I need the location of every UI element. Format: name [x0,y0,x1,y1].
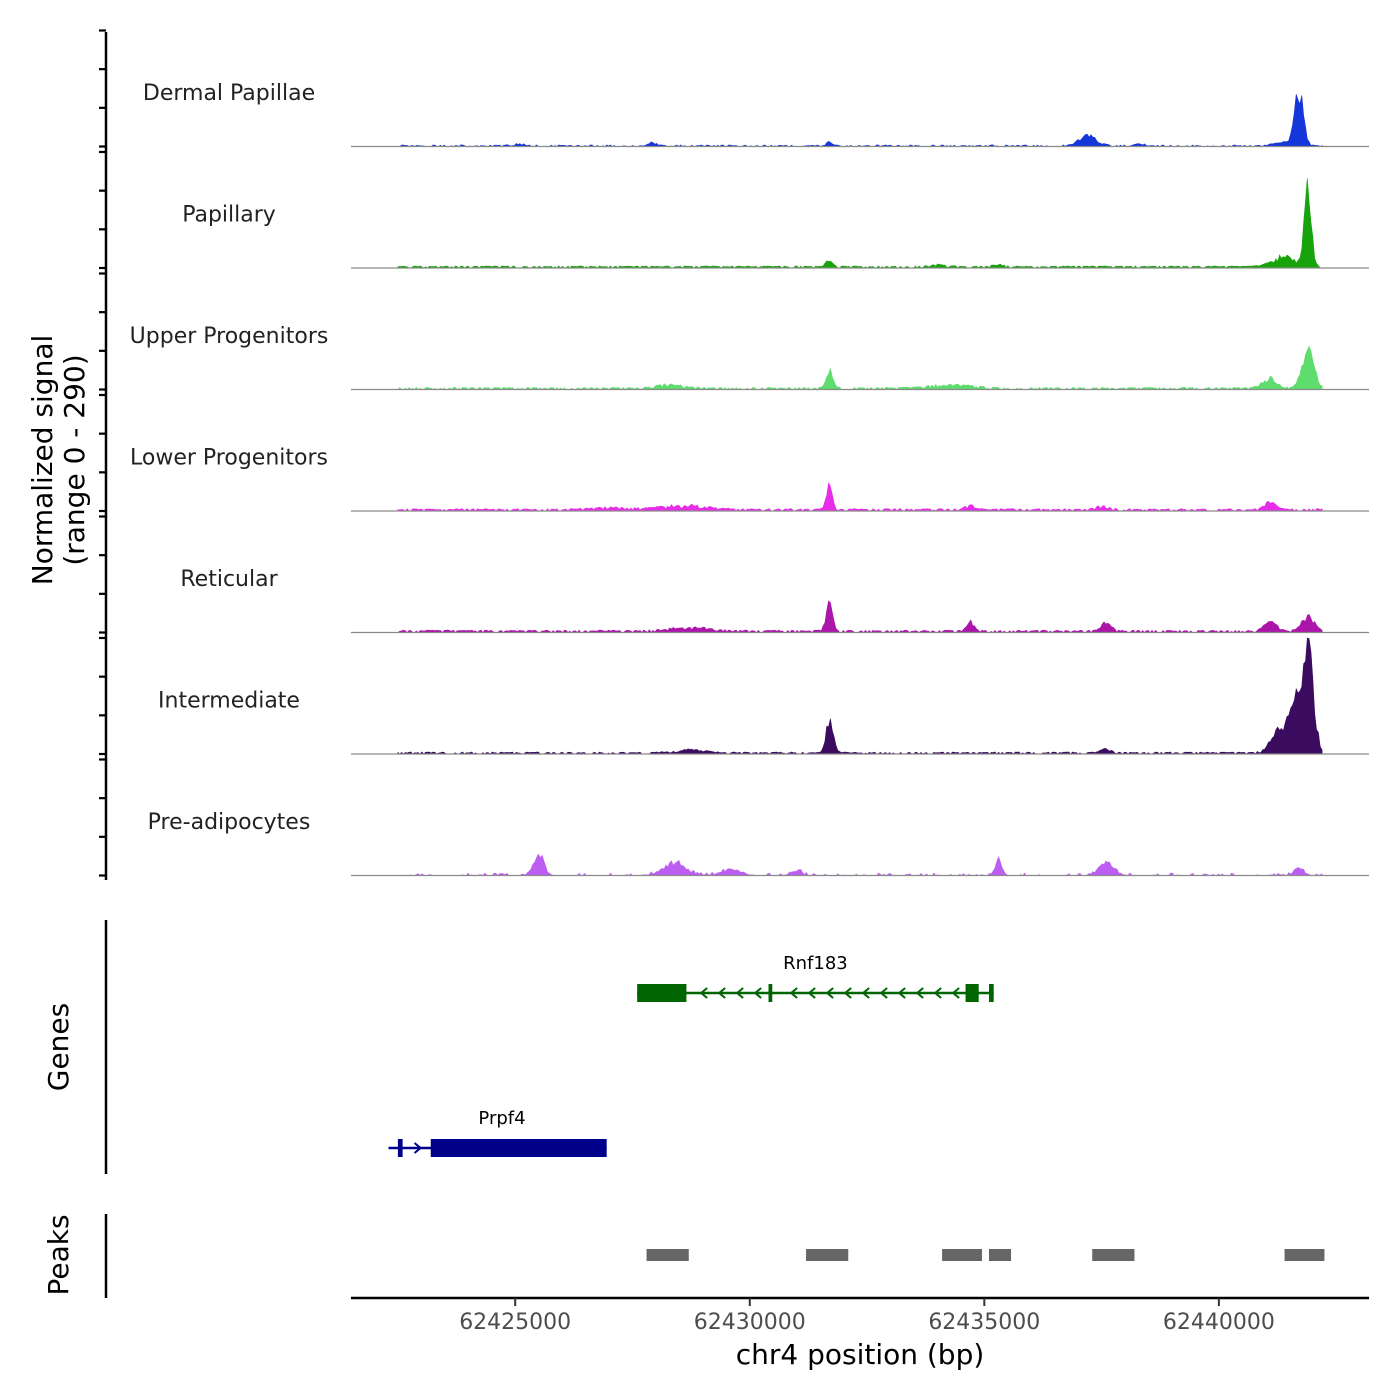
track-dermal-papillae: Dermal Papillae [143,81,1369,148]
signal-area [397,481,1323,512]
signal-area [397,853,1323,876]
peaks-panel-label: Peaks [42,1214,75,1295]
signal-area [397,178,1323,269]
x-tick-label: 62425000 [459,1310,571,1335]
strand-arrow [825,987,834,999]
gene-exon [989,984,994,1002]
strand-arrow [413,1142,423,1154]
y-axis-range: (range 0 - 290) [58,354,91,565]
signal-area [397,94,1323,147]
gene-exon [397,1139,403,1157]
x-axis-title: chr4 position (bp) [736,1338,985,1371]
gene-label: Rnf183 [783,953,848,974]
y-axis-title: Normalized signal [26,335,59,586]
track-label: Pre-adipocytes [148,810,311,835]
signal-area [396,600,1323,633]
x-tick-label: 62430000 [694,1310,806,1335]
strand-arrow [897,987,906,999]
gene-label: Prpf4 [478,1108,525,1129]
gene-exon [965,984,979,1002]
strand-arrow [789,987,798,999]
strand-arrow [807,987,816,999]
x-tick-label: 62440000 [1163,1310,1275,1335]
strand-arrow [753,987,762,999]
track-label: Upper Progenitors [130,324,329,349]
strand-arrow [699,987,708,999]
gene-exon [637,984,687,1002]
gene-exon [430,1139,607,1157]
track-label: Lower Progenitors [130,446,328,471]
gene-annotations: Rnf183 Prpf4 [388,953,994,1157]
signal-axis-ticks [99,29,106,877]
peak-regions [646,1249,1325,1261]
strand-arrow [735,987,744,999]
peak-region [1284,1249,1325,1261]
gene-rnf183: Rnf183 [637,953,994,1002]
peak-region [942,1249,982,1261]
track-intermediate: Intermediate [158,637,1369,755]
strand-arrow [933,987,942,999]
strand-arrow [951,987,960,999]
strand-arrow [861,987,870,999]
track-lower-progenitors: Lower Progenitors [130,446,1369,512]
strand-arrow [879,987,888,999]
genes-panel-label: Genes [42,1003,75,1091]
strand-arrow [717,987,726,999]
track-label: Intermediate [158,689,300,714]
gene-prpf4: Prpf4 [388,1108,607,1157]
peak-region [989,1249,1012,1261]
signal-area [397,345,1323,390]
track-label: Dermal Papillae [143,81,315,106]
signal-tracks: Dermal Papillae Papillary Upper Progenitor… [130,81,1369,877]
track-upper-progenitors: Upper Progenitors [130,324,1369,391]
x-tick-label: 62435000 [928,1310,1040,1335]
track-reticular: Reticular [180,567,1369,634]
track-pre-adipocytes: Pre-adipocytes [148,810,1369,877]
track-papillary: Papillary [182,178,1369,269]
gene-exon [768,984,773,1002]
track-label: Papillary [182,203,276,228]
strand-arrow [843,987,852,999]
peak-region [806,1249,849,1261]
strand-arrow [915,987,924,999]
peak-region [646,1249,689,1261]
track-label: Reticular [180,567,278,592]
signal-area [397,637,1323,755]
x-axis-ticks: 62425000 62430000 62435000 62440000 [459,1298,1275,1335]
peak-region [1092,1249,1135,1261]
